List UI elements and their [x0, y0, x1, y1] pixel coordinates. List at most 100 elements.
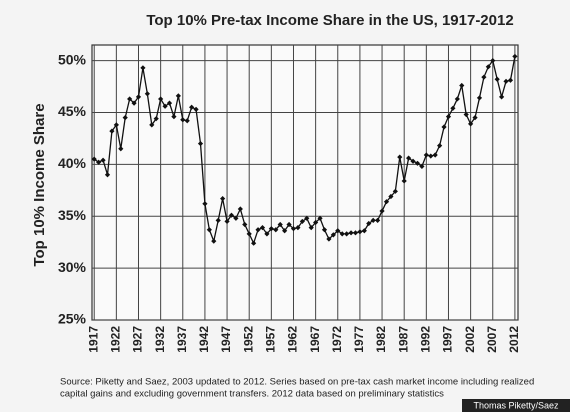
y-axis-label: Top 10% Income Share	[31, 103, 48, 266]
data-point	[286, 221, 292, 228]
data-point	[401, 178, 407, 184]
data-point	[397, 154, 403, 160]
data-point	[468, 121, 474, 127]
data-point	[290, 226, 297, 232]
data-point	[357, 229, 363, 235]
data-point	[220, 195, 226, 202]
data-point	[450, 105, 456, 111]
data-point	[392, 188, 398, 194]
data-point	[127, 96, 133, 102]
data-point	[352, 230, 359, 236]
data-point	[189, 104, 195, 110]
x-tick-label: 1937	[175, 326, 189, 353]
data-point	[255, 227, 261, 233]
data-point	[344, 231, 350, 237]
data-point	[100, 157, 106, 163]
data-point	[153, 116, 159, 122]
data-point	[295, 225, 301, 231]
x-tick-label: 1997	[441, 326, 455, 353]
data-point	[441, 124, 447, 130]
data-point	[454, 96, 460, 102]
y-tick-label: 45%	[58, 103, 87, 119]
data-point	[259, 225, 266, 231]
data-point	[361, 228, 367, 234]
data-point	[193, 106, 199, 112]
credit-box	[462, 399, 570, 412]
data-point	[321, 227, 328, 233]
data-point	[215, 217, 221, 223]
x-tick-label: 1982	[374, 326, 388, 353]
data-point	[388, 193, 394, 200]
data-point	[113, 122, 119, 128]
x-tick-label: 2012	[507, 326, 521, 353]
data-point	[348, 230, 354, 236]
plot-area	[91, 44, 519, 321]
data-point	[366, 220, 372, 227]
data-point	[304, 215, 310, 221]
data-point	[476, 95, 483, 101]
data-point	[131, 100, 137, 106]
source-note: capital gains and excluding government t…	[60, 389, 444, 400]
x-tick-label: 1917	[86, 326, 100, 353]
data-point	[317, 215, 323, 221]
data-point	[370, 217, 376, 223]
data-point	[180, 117, 186, 123]
data-point	[375, 217, 381, 223]
data-point	[104, 172, 111, 178]
data-point	[122, 115, 128, 121]
data-point	[149, 122, 155, 128]
data-point	[197, 140, 204, 147]
x-tick-label: 1967	[308, 326, 322, 353]
x-tick-label: 2002	[463, 326, 477, 353]
data-point	[463, 111, 469, 118]
data-point	[308, 225, 314, 231]
data-point	[264, 231, 270, 237]
x-tick-label: 1962	[286, 326, 300, 353]
credit: Thomas Piketty/Saez	[473, 400, 559, 410]
data-point	[135, 94, 142, 100]
data-point	[326, 236, 332, 242]
x-tick-label: 1947	[219, 326, 233, 353]
x-tick-label: 1972	[330, 326, 344, 353]
data-point	[485, 64, 491, 70]
data-point	[428, 153, 434, 159]
data-point	[96, 159, 102, 165]
data-point	[171, 114, 177, 120]
data-point	[423, 152, 429, 158]
data-point	[330, 232, 336, 238]
data-point	[184, 118, 190, 124]
data-point	[246, 231, 252, 237]
data-point	[472, 115, 478, 121]
source-note: Source: Piketty and Saez, 2003 updated t…	[60, 377, 534, 388]
data-point	[273, 227, 279, 233]
data-point	[299, 218, 305, 225]
x-tick-label: 1927	[131, 326, 145, 353]
x-tick-label: 1992	[419, 326, 433, 353]
data-point	[202, 201, 208, 207]
data-point	[410, 158, 416, 164]
x-tick-label: 1957	[264, 326, 278, 353]
data-point	[432, 152, 438, 158]
data-point	[419, 163, 425, 170]
data-point	[251, 240, 257, 246]
x-tick-label: 1952	[241, 326, 255, 353]
data-point	[242, 221, 248, 228]
data-point	[313, 219, 319, 226]
data-point	[481, 74, 487, 80]
data-point	[512, 53, 518, 60]
data-point	[277, 221, 283, 228]
data-point	[228, 212, 235, 218]
data-point	[379, 208, 385, 214]
data-point	[233, 215, 239, 221]
data-point	[224, 218, 230, 225]
data-point	[211, 238, 217, 244]
data-point	[282, 228, 288, 234]
y-tick-label: 25%	[58, 311, 87, 327]
data-point	[445, 114, 452, 120]
y-tick-label: 35%	[58, 207, 87, 223]
x-tick-label: 1922	[109, 326, 123, 353]
data-point	[268, 226, 274, 232]
y-tick-label: 30%	[58, 259, 87, 275]
data-point	[118, 146, 124, 152]
data-point	[339, 231, 345, 237]
